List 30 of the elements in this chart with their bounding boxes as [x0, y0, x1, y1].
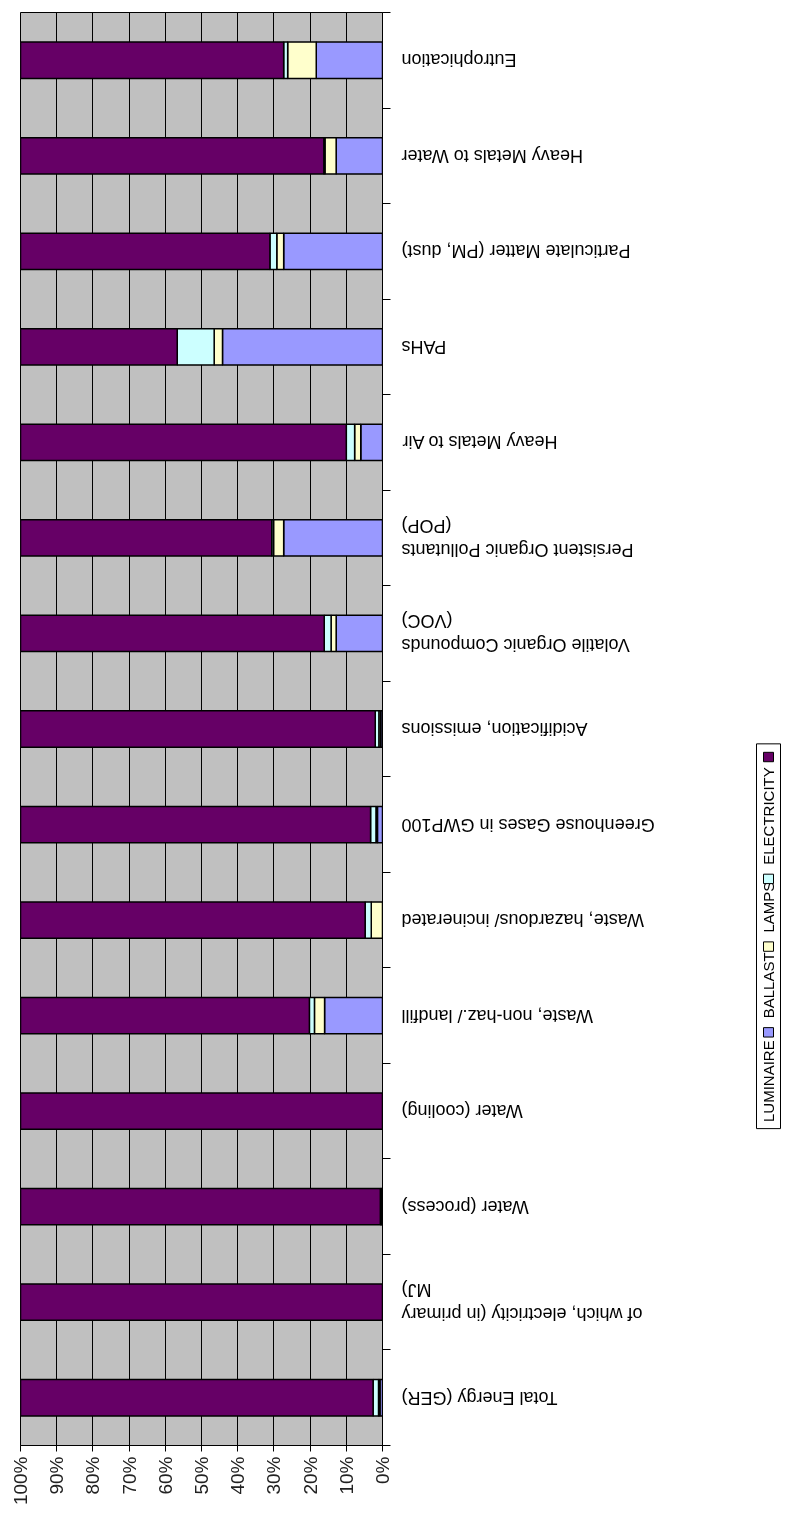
- y-tick-label: Waste, hazardous/ incinerated: [401, 910, 644, 931]
- x-tick-label: 70%: [118, 1456, 140, 1495]
- y-tick-label: Eutrophication: [401, 50, 517, 71]
- x-tick-label: 50%: [191, 1456, 212, 1495]
- y-tick-label: of which, electricity (in primary MJ): [401, 1280, 643, 1325]
- y-tick-label: Total Energy (GER): [401, 1387, 558, 1408]
- x-tick-label: 60%: [154, 1456, 176, 1495]
- y-tick-label: Volatile Organic Compounds (VOC): [401, 611, 630, 656]
- y-tick-label: Acidification, emissions: [401, 719, 588, 739]
- y-tick-label: Persistent Organic Pollutants (POP): [401, 515, 634, 560]
- y-tick-label: Heavy Metals to Air: [402, 432, 558, 453]
- legend-label: LAMPS: [760, 881, 777, 933]
- x-tick-label: 90%: [46, 1456, 68, 1495]
- y-tick-label: Waste, non-haz./ landfill: [401, 1005, 593, 1026]
- x-tick-label: 10%: [335, 1456, 357, 1495]
- x-tick-label: 0%: [372, 1456, 393, 1484]
- y-tick-label: Greenhouse Gases in GWP100: [401, 814, 655, 835]
- x-tick-label: 100%: [10, 1456, 31, 1506]
- legend-label: BALLAST: [760, 952, 777, 1019]
- y-tick-label: Particulate Matter (PM, dust): [401, 241, 631, 262]
- y-tick-label: PAHs: [401, 336, 447, 357]
- x-tick-label: 30%: [263, 1456, 285, 1495]
- y-tick-label: Water (cooling): [401, 1101, 523, 1122]
- legend-label: ELECTRICITY: [760, 767, 777, 865]
- x-tick-label: 40%: [227, 1456, 249, 1495]
- y-tick-label: Heavy Metals to Water: [401, 145, 583, 166]
- y-tick-label: Water (process): [401, 1196, 529, 1217]
- x-tick-label: 80%: [82, 1456, 104, 1495]
- x-tick-label: 20%: [299, 1456, 321, 1495]
- legend-label: LUMINAIRE: [760, 1040, 777, 1123]
